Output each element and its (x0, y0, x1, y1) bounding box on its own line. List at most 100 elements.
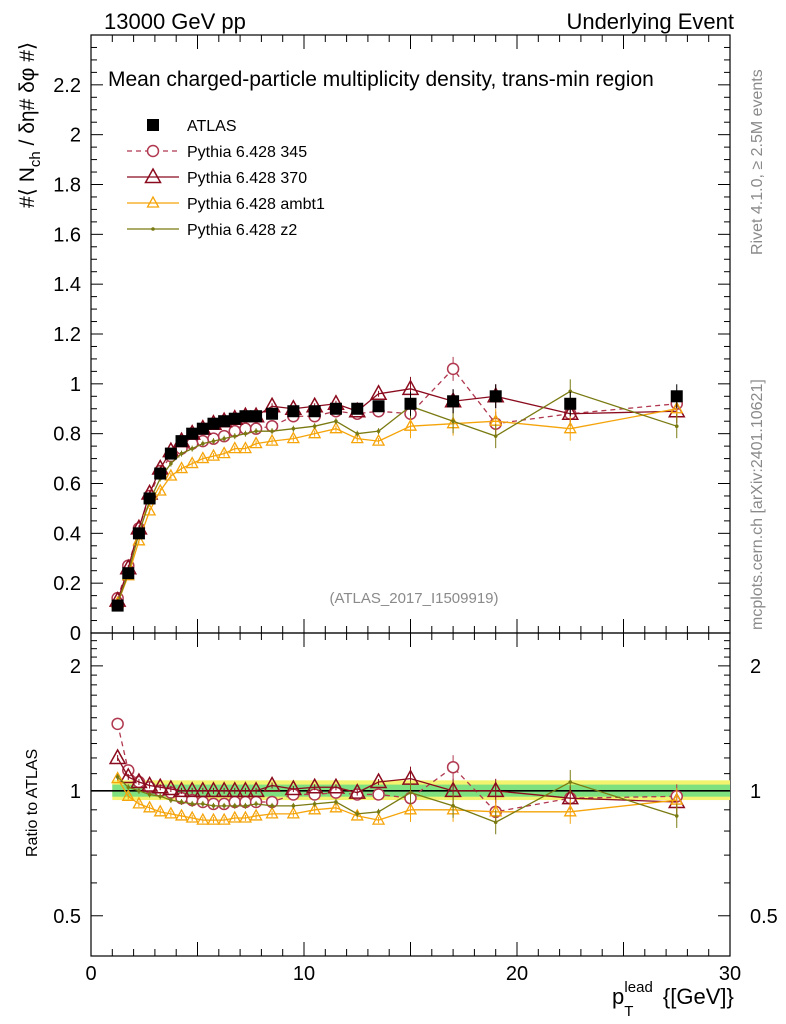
data-point-pythia-6-428-ambt1 (174, 461, 189, 474)
data-point-atlas (175, 435, 188, 448)
data-point-atlas (266, 407, 279, 420)
ratio-point-pythia-6-428-ambt1 (174, 808, 189, 821)
ratio-point-pythia-6-428-370 (369, 772, 388, 789)
ratio-point-pythia-6-428-ambt1 (185, 810, 199, 823)
main-y-tick-label: 0.4 (53, 523, 81, 545)
main-y-tick-label: 2.2 (53, 75, 81, 97)
main-y-tick-label: 0 (70, 623, 81, 645)
data-point-pythia-6-428-z2 (270, 429, 274, 433)
ratio-point-pythia-6-428-370 (151, 777, 169, 794)
data-point-atlas (111, 599, 124, 612)
ratio-point-pythia-6-428-ambt1 (196, 812, 210, 825)
ratio-point-pythia-6-428-z2 (254, 802, 258, 806)
legend-label: ATLAS (187, 118, 237, 135)
ratio-point-pythia-6-428-370 (130, 772, 148, 789)
data-point-pythia-6-428-ambt1 (670, 401, 684, 414)
ratio-point-pythia-6-428-z2 (147, 792, 152, 797)
ratio-point-pythia-6-428-345 (111, 717, 124, 731)
data-point-pythia-6-428-z2 (355, 431, 360, 436)
ratio-y-axis-label: Ratio to ATLAS (24, 749, 41, 857)
legend-label: Pythia 6.428 z2 (187, 222, 297, 239)
data-point-atlas (308, 405, 321, 418)
data-point-pythia-6-428-z2 (222, 436, 226, 441)
ratio-point-pythia-6-428-ambt1 (238, 810, 253, 823)
ratio-point-pythia-6-428-z2 (334, 800, 338, 804)
data-point-pythia-6-428-z2 (376, 429, 381, 433)
y-label-main: #⟨ N (16, 167, 39, 208)
data-point-pythia-6-428-370 (369, 384, 388, 401)
data-point-pythia-6-428-ambt1 (329, 421, 343, 434)
ratio-point-pythia-6-428-ambt1 (371, 812, 386, 825)
data-point-pythia-6-428-ambt1 (185, 456, 199, 469)
ratio-point-pythia-6-428-ambt1 (153, 804, 167, 817)
legend-item-atlas: ATLAS (147, 118, 237, 135)
main-y-tick-label: 1 (70, 374, 81, 396)
ratio-point-pythia-6-428-ambt1 (563, 804, 577, 817)
main-series-group (108, 356, 686, 612)
ratio-point-pythia-6-428-370 (108, 748, 127, 765)
legend-marker (144, 167, 162, 184)
main-y-tick-label: 1.2 (53, 324, 81, 346)
data-point-pythia-6-428-z2 (568, 389, 573, 394)
main-y-tick-label: 1.6 (53, 224, 81, 246)
data-point-pythia-6-428-ambt1 (563, 421, 577, 434)
data-point-pythia-6-428-z2 (254, 429, 258, 433)
data-point-pythia-6-428-ambt1 (286, 431, 300, 444)
main-y-tick-label: 1.4 (53, 274, 81, 296)
legend-item-pythia-6-428-345: Pythia 6.428 345 (127, 144, 307, 161)
data-point-pythia-6-428-z2 (232, 434, 237, 438)
y-label-sub: ch (27, 151, 44, 167)
data-point-atlas (489, 390, 502, 403)
ratio-y-tick-label-right: 2 (750, 656, 761, 678)
ratio-point-pythia-6-428-z2 (232, 804, 237, 808)
data-point-pythia-6-428-345 (446, 362, 460, 376)
data-point-atlas (228, 412, 241, 425)
ratio-point-pythia-6-428-370 (162, 779, 180, 796)
ratio-series-pythia-6-428-z2 (115, 770, 679, 835)
header-left: 13000 GeV pp (104, 9, 246, 34)
data-point-pythia-6-428-z2 (674, 424, 679, 428)
ratio-point-pythia-6-428-370 (236, 781, 255, 798)
ratio-point-pythia-6-428-ambt1 (403, 802, 418, 815)
ratio-point-pythia-6-428-z2 (270, 804, 274, 808)
data-point-atlas (564, 397, 577, 410)
ratio-point-pythia-6-428-370 (172, 781, 191, 798)
ratio-point-pythia-6-428-345 (308, 788, 321, 801)
data-point-atlas (670, 390, 683, 403)
data-point-atlas (143, 492, 156, 505)
ratio-point-pythia-6-428-ambt1 (350, 808, 364, 821)
ratio-point-pythia-6-428-370 (305, 777, 324, 794)
ratio-point-pythia-6-428-z2 (179, 800, 184, 804)
ratio-point-pythia-6-428-ambt1 (206, 812, 221, 825)
legend-marker (146, 144, 160, 158)
x-tick-label: 30 (719, 963, 741, 985)
data-point-pythia-6-428-z2 (334, 419, 338, 424)
ratio-point-pythia-6-428-z2 (451, 804, 455, 808)
ratio-point-pythia-6-428-ambt1 (164, 806, 178, 819)
ratio-y-tick-label-right: 0.5 (750, 906, 778, 928)
main-y-ticks: 0 0.2 0.4 0.6 0.8 1 1.2 1.4 1.6 1.8 2 2.2 (53, 34, 730, 645)
data-point-pythia-6-428-z2 (243, 431, 248, 436)
ratio-point-pythia-6-428-z2 (115, 775, 120, 779)
ratio-point-pythia-6-428-z2 (126, 785, 131, 790)
data-point-pythia-6-428-ambt1 (308, 426, 322, 439)
data-point-pythia-6-428-ambt1 (371, 433, 386, 446)
legend-marker (151, 227, 155, 231)
data-point-pythia-6-428-ambt1 (238, 441, 253, 454)
ratio-point-pythia-6-428-370 (284, 779, 303, 796)
data-point-pythia-6-428-z2 (291, 426, 296, 431)
legend-item-pythia-6-428-370: Pythia 6.428 370 (127, 167, 307, 187)
ratio-point-pythia-6-428-370 (247, 781, 265, 798)
ratio-point-pythia-6-428-z2 (137, 789, 141, 793)
ratio-point-pythia-6-428-370 (486, 781, 505, 798)
ratio-point-pythia-6-428-370 (327, 777, 345, 794)
ratio-point-pythia-6-428-z2 (674, 814, 679, 818)
data-point-pythia-6-428-ambt1 (217, 446, 231, 459)
data-point-pythia-6-428-z2 (179, 451, 184, 456)
data-point-atlas (132, 527, 145, 540)
legend-marker (146, 195, 160, 208)
data-point-atlas (207, 417, 220, 430)
legend: ATLAS Pythia 6.428 345 Pythia 6.428 370 Pyt… (127, 118, 325, 239)
ratio-point-pythia-6-428-z2 (201, 802, 205, 806)
